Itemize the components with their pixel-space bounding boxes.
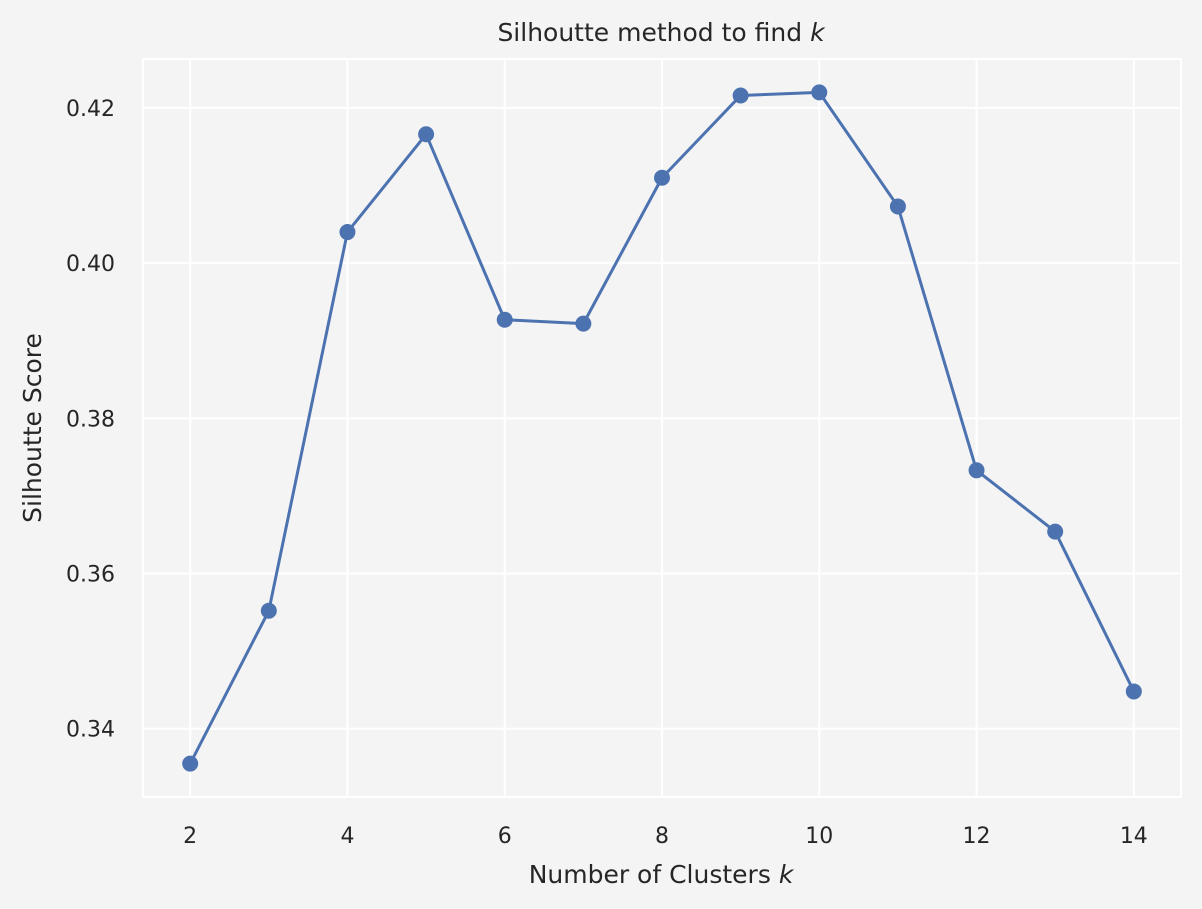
data-point-k12 (968, 462, 985, 479)
x-tick-label-14: 14 (1120, 824, 1148, 849)
x-axis-label-text: Number of Clusters (529, 860, 771, 889)
x-tick-label-6: 6 (498, 824, 512, 849)
chart-title-var: k (810, 18, 826, 47)
y-tick-label-3: 0.40 (66, 252, 115, 277)
data-point-k4 (339, 224, 356, 241)
data-point-k5 (418, 126, 435, 143)
x-tick-label-10: 10 (805, 824, 833, 849)
chart-title: Silhoutte method to find k (497, 18, 826, 47)
y-tick-labels: 0.34 0.36 0.38 0.40 0.42 (66, 97, 115, 743)
x-tick-label-2: 2 (183, 824, 197, 849)
data-point-k3 (260, 602, 277, 619)
data-point-k9 (732, 87, 749, 104)
x-axis-label: Number of Clusters k (529, 860, 795, 889)
data-point-k6 (496, 311, 513, 328)
x-tick-label-4: 4 (340, 824, 354, 849)
x-tick-label-12: 12 (963, 824, 991, 849)
data-point-k14 (1125, 683, 1142, 700)
data-point-k13 (1047, 523, 1064, 540)
x-tick-labels: 2 4 6 8 10 12 14 (183, 824, 1148, 849)
x-axis-label-var: k (779, 860, 795, 889)
series-layer (182, 84, 1142, 772)
chart-title-text: Silhoutte method to find (497, 18, 802, 47)
data-point-k7 (575, 315, 592, 332)
y-tick-label-1: 0.36 (66, 563, 115, 588)
y-tick-label-0: 0.34 (66, 718, 115, 743)
x-tick-label-8: 8 (655, 824, 669, 849)
data-point-k2 (182, 755, 199, 772)
y-tick-label-4: 0.42 (66, 97, 115, 122)
data-point-k11 (889, 198, 906, 215)
data-point-k10 (811, 84, 828, 101)
data-point-k8 (654, 169, 670, 186)
y-tick-label-2: 0.38 (66, 407, 115, 432)
y-axis-label: Silhoutte Score (18, 333, 47, 523)
axes-border (142, 58, 1182, 798)
grid-lines (143, 59, 1181, 797)
plot-area (142, 58, 1182, 798)
